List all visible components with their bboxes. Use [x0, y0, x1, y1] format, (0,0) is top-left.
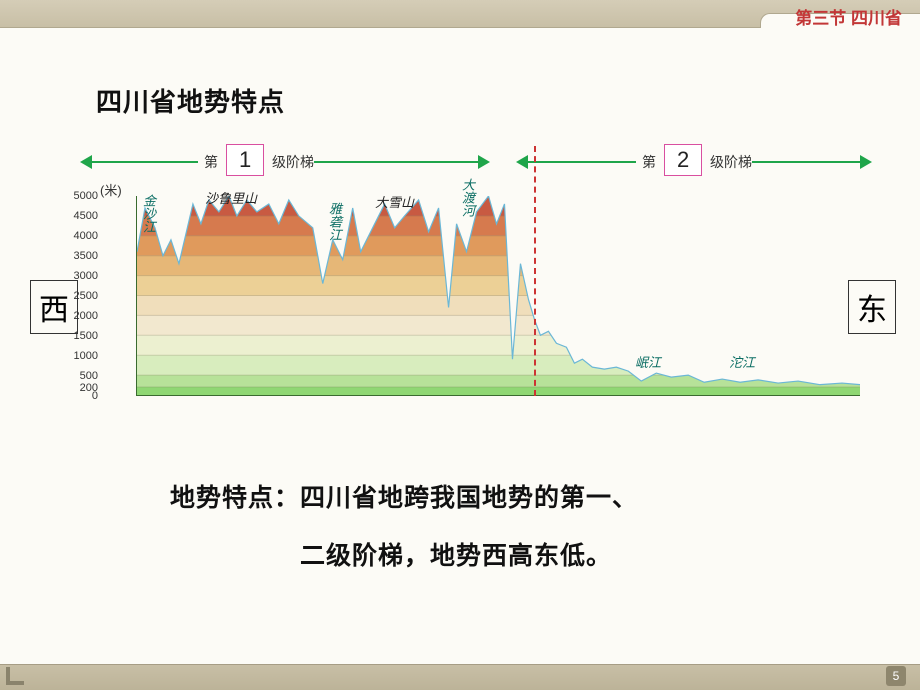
step-pre-2: 第 — [642, 152, 656, 172]
step-box-1: 1 — [226, 144, 264, 176]
direction-west: 西 — [30, 280, 78, 334]
chart-plot-area: 金沙江沙鲁里山雅砻江大雪山大渡河岷江沱江 — [136, 196, 860, 396]
caption-line-1: 地势特点：四川省地跨我国地势的第一、 — [170, 470, 638, 528]
feature-label: 沙鲁里山 — [205, 188, 257, 207]
step-box-2: 2 — [664, 144, 702, 176]
caption-text: 地势特点：四川省地跨我国地势的第一、 二级阶梯，地势西高东低。 — [170, 470, 638, 585]
feature-label: 沱江 — [729, 352, 755, 371]
page-title: 四川省地势特点 — [96, 82, 285, 119]
step-post-2: 级阶梯 — [710, 152, 752, 172]
feature-label: 大雪山 — [375, 192, 414, 211]
step-divider-line — [534, 146, 536, 396]
page-number: 5 — [886, 666, 906, 686]
caption-line-2: 二级阶梯，地势西高东低。 — [170, 528, 638, 586]
elevation-chart: (米) 020050010001500200025003000350040004… — [80, 184, 870, 414]
feature-label: 大渡河 — [458, 178, 477, 217]
step-arrows: 第 1 级阶梯 第 2 级阶梯 — [80, 146, 880, 180]
footer-bar — [0, 664, 920, 690]
step-post-1: 级阶梯 — [272, 152, 314, 172]
y-axis-unit: (米) — [100, 180, 122, 199]
feature-label: 金沙江 — [139, 194, 158, 233]
feature-label: 雅砻江 — [325, 202, 344, 241]
section-header: 第三节 四川省 — [795, 4, 902, 29]
corner-mark — [6, 667, 24, 685]
step-pre-1: 第 — [204, 152, 218, 172]
feature-label: 岷江 — [635, 352, 661, 371]
